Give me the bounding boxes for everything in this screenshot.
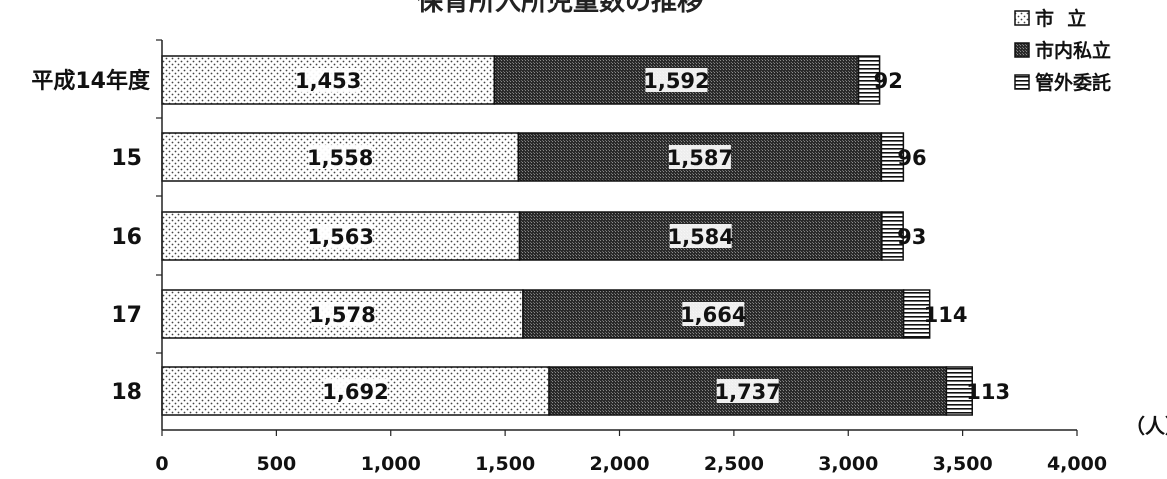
bars: 1,453 1,592 92 1,558 1,587 96 1,563 1,584 93 1,57… bbox=[161, 55, 1010, 416]
value-label: 1,578 bbox=[309, 303, 375, 327]
value-label: 1,737 bbox=[714, 380, 780, 404]
value-label-bg bbox=[682, 302, 745, 326]
value-label-bg bbox=[645, 68, 708, 92]
category-label: 17 bbox=[111, 303, 142, 328]
x-tick-label: 1,000 bbox=[361, 453, 421, 475]
value-label-bg bbox=[669, 224, 732, 248]
value-label-bg bbox=[668, 145, 731, 169]
bar-segment bbox=[945, 366, 973, 416]
x-tick-label: 4,000 bbox=[1047, 453, 1107, 475]
x-tick-label: 3,500 bbox=[933, 453, 993, 475]
x-tick-label: 3,000 bbox=[818, 453, 878, 475]
value-label-bg bbox=[297, 68, 360, 92]
y-axis: 平成14年度 15 16 17 18 bbox=[31, 39, 163, 430]
bar-segment bbox=[902, 289, 931, 339]
bar-segment bbox=[880, 132, 905, 182]
value-label-bg bbox=[309, 224, 372, 248]
x-tick-label: 0 bbox=[155, 453, 168, 475]
legend-label: 市内私立 bbox=[1035, 39, 1111, 62]
x-tick-label: 1,500 bbox=[475, 453, 535, 475]
legend-swatch bbox=[1014, 74, 1030, 90]
value-label: 1,563 bbox=[308, 225, 374, 249]
legend-swatch bbox=[1014, 42, 1030, 58]
value-label: 114 bbox=[924, 303, 968, 327]
value-label: 1,584 bbox=[667, 225, 733, 249]
legend-swatch bbox=[1014, 10, 1030, 26]
x-axis: 0 500 1,000 1,500 2,000 2,500 3,000 3,500 4,000 bbox=[155, 429, 1107, 475]
value-label-bg bbox=[311, 302, 374, 326]
value-label: 93 bbox=[897, 225, 926, 249]
value-label-bg bbox=[309, 145, 372, 169]
value-label: 1,453 bbox=[295, 69, 361, 93]
x-tick-label: 2,500 bbox=[704, 453, 764, 475]
bar-segment bbox=[518, 211, 883, 261]
category-label: 平成14年度 bbox=[31, 68, 151, 94]
value-label: 1,664 bbox=[680, 303, 746, 327]
bar-segment bbox=[161, 132, 520, 182]
category-label: 16 bbox=[111, 225, 142, 250]
value-label: 96 bbox=[897, 146, 926, 170]
legend-label: 市 立 bbox=[1035, 7, 1086, 30]
bar-segment bbox=[881, 211, 904, 261]
category-label: 18 bbox=[111, 380, 142, 405]
value-label: 1,587 bbox=[667, 146, 733, 170]
x-tick-label: 500 bbox=[257, 453, 297, 475]
category-label: 15 bbox=[111, 146, 142, 171]
legend-label: 管外委託 bbox=[1035, 71, 1111, 94]
value-label-bg bbox=[324, 379, 387, 403]
value-label: 1,692 bbox=[322, 380, 388, 404]
x-axis-unit: （人） bbox=[1125, 414, 1167, 438]
value-label: 92 bbox=[874, 69, 903, 93]
value-label: 1,558 bbox=[307, 146, 373, 170]
x-tick-label: 2,000 bbox=[589, 453, 649, 475]
value-label: 113 bbox=[966, 380, 1010, 404]
bar-segment bbox=[857, 55, 881, 105]
chart-title: 保育所入所児童数の推移 bbox=[416, 0, 703, 17]
value-label: 1,592 bbox=[643, 69, 709, 93]
value-label-bg bbox=[716, 379, 779, 403]
